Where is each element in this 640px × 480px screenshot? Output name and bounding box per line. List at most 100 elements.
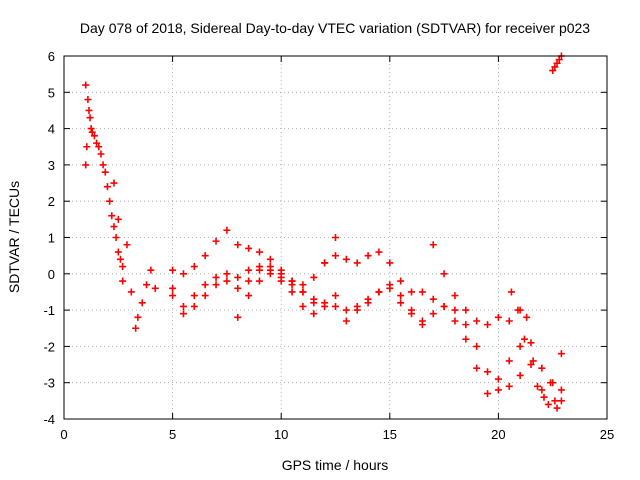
data-point <box>234 313 242 321</box>
data-point <box>266 270 274 278</box>
y-tick-label: -1 <box>43 303 55 318</box>
data-point <box>516 371 524 379</box>
x-tick-label: 20 <box>491 427 505 442</box>
data-point <box>473 364 481 372</box>
data-point <box>429 310 437 318</box>
y-tick-label: 1 <box>48 231 55 246</box>
x-tick-label: 25 <box>600 427 614 442</box>
data-point <box>90 132 98 140</box>
series-track-c <box>169 248 416 318</box>
data-point <box>245 266 253 274</box>
data-point <box>494 386 502 394</box>
data-point <box>321 259 329 267</box>
data-point <box>223 277 231 285</box>
data-point <box>82 161 90 169</box>
data-point <box>234 284 242 292</box>
data-point <box>83 143 91 151</box>
data-point <box>190 292 198 300</box>
data-point <box>97 150 105 158</box>
data-point <box>375 248 383 256</box>
data-point <box>108 212 116 220</box>
data-point <box>451 292 459 300</box>
data-point <box>342 306 350 314</box>
data-point <box>332 302 339 310</box>
data-point <box>147 266 155 274</box>
data-point <box>190 263 198 271</box>
data-point <box>138 299 146 307</box>
data-point <box>82 81 90 89</box>
data-point <box>523 313 531 321</box>
data-point <box>277 270 285 278</box>
x-tick-label: 5 <box>169 427 176 442</box>
data-points <box>82 52 565 412</box>
data-point <box>533 382 541 390</box>
data-point <box>169 266 177 274</box>
data-point <box>451 317 459 325</box>
data-point <box>310 310 318 318</box>
data-point <box>110 179 118 187</box>
data-point <box>201 292 209 300</box>
data-point <box>106 197 114 205</box>
data-point <box>527 339 535 347</box>
data-point <box>310 299 318 307</box>
data-point <box>538 386 546 394</box>
data-point <box>212 281 220 289</box>
x-tick-label: 10 <box>274 427 288 442</box>
data-point <box>440 302 448 310</box>
data-point <box>551 397 559 405</box>
data-point <box>397 292 405 300</box>
data-point <box>212 273 220 281</box>
data-point <box>514 306 522 314</box>
data-point <box>440 270 448 278</box>
data-point <box>179 310 187 318</box>
data-point <box>332 252 339 260</box>
data-point <box>266 255 274 263</box>
data-point <box>245 277 253 285</box>
data-point <box>101 168 109 176</box>
y-tick-label: 2 <box>48 194 55 209</box>
data-point <box>557 350 565 358</box>
data-point <box>408 288 416 296</box>
series-track-f <box>418 288 565 408</box>
data-point <box>557 397 565 405</box>
data-point <box>555 56 563 64</box>
data-point <box>87 125 95 133</box>
data-point <box>516 342 524 350</box>
data-point <box>505 382 513 390</box>
data-point <box>397 299 405 307</box>
y-tick-label: 0 <box>48 267 55 282</box>
data-point <box>408 310 416 318</box>
data-point <box>99 161 107 169</box>
chart-title: Day 078 of 2018, Sidereal Day-to-day VTE… <box>80 20 590 36</box>
y-tick-label: 6 <box>48 49 55 64</box>
data-point <box>551 63 559 71</box>
data-point <box>553 404 561 412</box>
data-point <box>494 313 502 321</box>
data-point <box>234 273 242 281</box>
data-point <box>520 335 528 343</box>
data-point <box>84 96 92 104</box>
data-point <box>505 317 513 325</box>
data-point <box>353 306 361 314</box>
data-point <box>245 244 253 252</box>
data-point <box>85 106 93 114</box>
data-point <box>116 255 124 263</box>
data-point <box>494 375 502 383</box>
data-point <box>386 259 394 267</box>
data-point <box>212 237 220 245</box>
y-tick-label: -4 <box>43 412 55 427</box>
data-point <box>473 342 481 350</box>
data-point <box>505 357 513 365</box>
data-point <box>169 292 177 300</box>
data-point <box>134 313 142 321</box>
data-point <box>484 390 492 398</box>
data-point <box>484 321 492 329</box>
data-point <box>529 357 537 365</box>
data-point <box>310 273 318 281</box>
data-point <box>169 284 177 292</box>
series-track-a <box>169 263 524 394</box>
series-track-g <box>507 288 565 412</box>
data-point <box>332 292 339 300</box>
data-point <box>223 226 231 234</box>
